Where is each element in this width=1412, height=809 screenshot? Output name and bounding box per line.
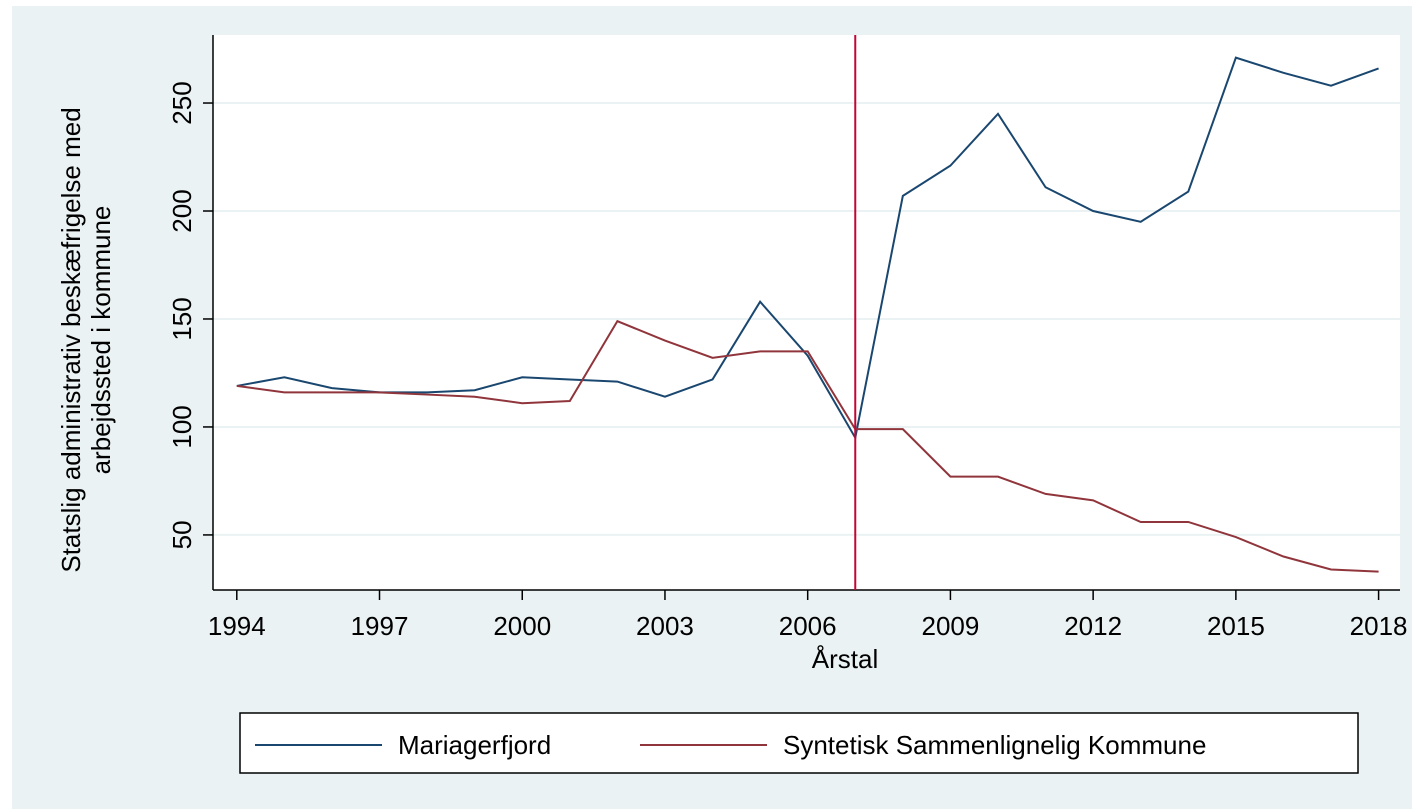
x-tick-label: 1994 bbox=[208, 611, 266, 641]
y-tick-label-group: 150 bbox=[167, 297, 197, 340]
y-tick-label: 100 bbox=[167, 405, 197, 448]
x-tick-label: 2012 bbox=[1064, 611, 1122, 641]
x-tick-label: 2015 bbox=[1207, 611, 1265, 641]
x-tick-label: 1997 bbox=[351, 611, 409, 641]
y-tick-label-group: 50 bbox=[167, 520, 197, 549]
x-tick-label: 2003 bbox=[636, 611, 694, 641]
legend-label: Syntetisk Sammenlignelig Kommune bbox=[783, 730, 1206, 760]
y-axis-label-line: arbejdssted i kommune bbox=[86, 206, 116, 475]
y-axis-label: Statslig administrativ beskæfrigelse med… bbox=[56, 107, 116, 572]
legend bbox=[239, 712, 1359, 774]
y-tick-label-group: 200 bbox=[167, 189, 197, 232]
y-axis-label-line: Statslig administrativ beskæfrigelse med bbox=[56, 107, 86, 572]
data-line bbox=[236, 56, 1379, 441]
y-tick-label: 200 bbox=[167, 189, 197, 232]
x-tick-label: 2006 bbox=[779, 611, 837, 641]
legend-label: Mariagerfjord bbox=[398, 730, 551, 760]
y-tick-label: 150 bbox=[167, 297, 197, 340]
y-tick-label: 250 bbox=[167, 81, 197, 124]
y-tick-label: 50 bbox=[167, 520, 197, 549]
plot-area bbox=[213, 35, 1400, 590]
data-line bbox=[236, 319, 1379, 573]
y-tick-label-group: 100 bbox=[167, 405, 197, 448]
x-tick-label: 2018 bbox=[1350, 611, 1408, 641]
x-tick-label: 2000 bbox=[493, 611, 551, 641]
x-axis-label: Årstal bbox=[812, 644, 878, 674]
x-tick-label: 2009 bbox=[921, 611, 979, 641]
y-tick-label-group: 250 bbox=[167, 81, 197, 124]
